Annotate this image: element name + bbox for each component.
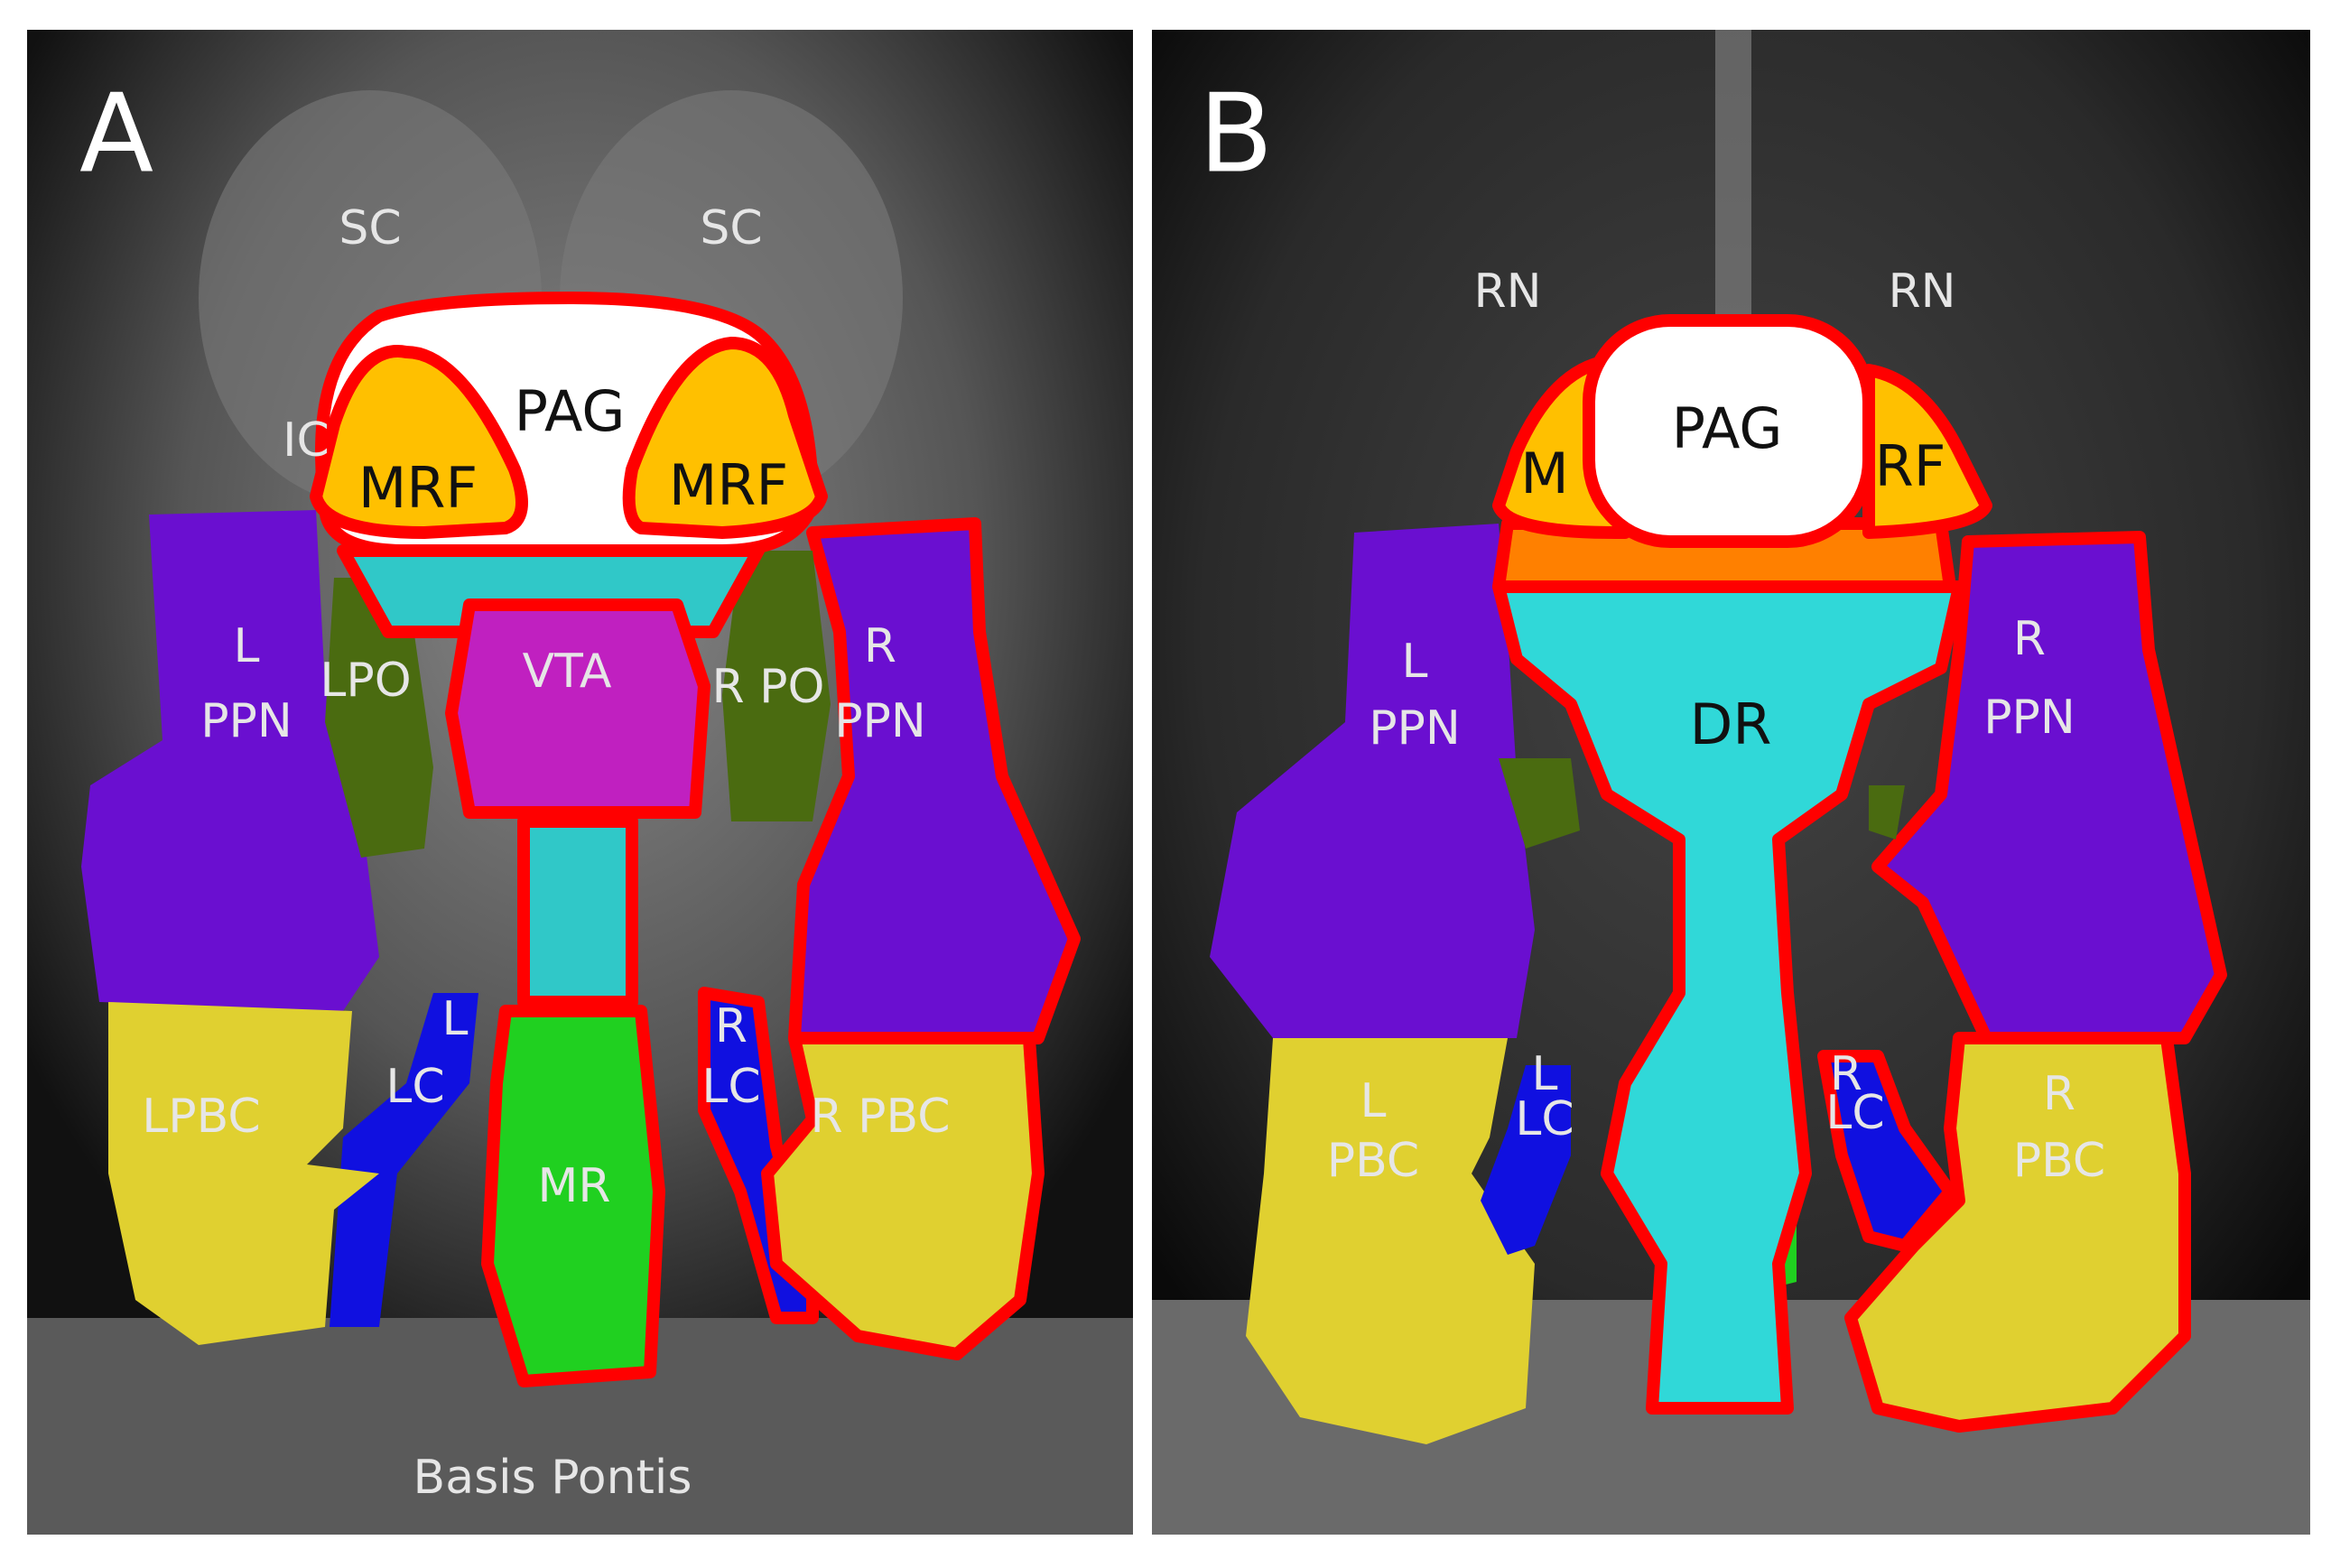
rpbc-shape <box>761 1032 1045 1360</box>
l-lc-shape-b <box>1481 1065 1571 1255</box>
lpo-label: LPO <box>320 654 411 708</box>
l-ppn-shape-b <box>1210 524 1535 1038</box>
lpbc-shape <box>108 1002 379 1345</box>
r-ppn-label-b-2: PPN <box>1983 691 2075 745</box>
panel-a-letter: A <box>79 72 153 198</box>
mrf-right-shape <box>622 337 828 539</box>
l-lc-label-b-2: LC <box>1515 1092 1574 1146</box>
r-pbc-label-b-2: PBC <box>2013 1134 2105 1188</box>
l-ppn-label-2: PPN <box>200 694 292 748</box>
mrf-left-shape <box>310 345 528 539</box>
mrf-left-label: MRF <box>358 455 478 521</box>
po-right-shape-b <box>1869 785 1905 840</box>
r-lc-shape-b <box>1817 1050 1956 1252</box>
l-ppn-shape <box>81 510 379 1011</box>
l-pbc-shape-b <box>1246 1038 1535 1444</box>
l-pbc-label-b-1: L <box>1360 1074 1387 1128</box>
l-lc-label-b-1: L <box>1532 1047 1558 1101</box>
r-lc-label-1: R <box>715 999 748 1053</box>
raphe-column-a <box>517 815 638 1008</box>
ic-label: IC <box>283 413 330 468</box>
sc-right-label: SC <box>700 201 762 255</box>
mrf-right-shape-b <box>1862 364 1992 539</box>
mr-shape <box>481 1005 665 1387</box>
r-lc-label-b-1: R <box>1830 1047 1862 1101</box>
r-lc-label-2: LC <box>701 1060 760 1114</box>
mr-label: MR <box>538 1159 611 1213</box>
rpo-label: R PO <box>712 660 825 714</box>
r-ppn-label-b-1: R <box>2013 612 2046 666</box>
r-ppn-label-2: PPN <box>834 694 926 748</box>
pag-label-a: PAG <box>515 378 626 444</box>
po-left-shape-b <box>1499 758 1580 849</box>
vta-label: VTA <box>523 645 612 699</box>
lpbc-label: LPBC <box>142 1090 260 1144</box>
l-ppn-label-1: L <box>234 619 260 673</box>
panel-b: B RN RN PAG M RF L PPN DR R PPN L LC R L… <box>1152 30 2310 1535</box>
panel-a: A SC SC IC PAG MRF MRF L PPN LPO VTA R P… <box>27 30 1133 1535</box>
dr-label: DR <box>1690 691 1772 757</box>
lpo-shape <box>325 578 433 858</box>
l-lc-label-2: LC <box>385 1060 444 1114</box>
l-ppn-label-b-2: PPN <box>1369 701 1461 756</box>
rpo-shape <box>722 551 831 821</box>
vta-shape <box>445 598 710 819</box>
rn-right-label: RN <box>1888 264 1955 319</box>
sc-left-label: SC <box>339 201 401 255</box>
rpbc-label: R PBC <box>810 1090 950 1144</box>
l-lc-shape <box>330 993 478 1327</box>
mrf-right-partial-label: RF <box>1875 433 1946 499</box>
l-ppn-label-b-1: L <box>1402 635 1428 689</box>
pag-shape-b <box>1583 314 1875 548</box>
rn-left-label: RN <box>1473 264 1541 319</box>
r-ppn-label-1: R <box>864 619 896 673</box>
basis-pontis-label: Basis Pontis <box>413 1451 692 1505</box>
r-lc-label-b-2: LC <box>1825 1086 1884 1140</box>
mrf-left-partial-label: M <box>1520 441 1569 506</box>
dr-shape <box>1492 580 1965 1415</box>
r-ppn-shape <box>788 517 1081 1044</box>
pag-label-b: PAG <box>1672 395 1783 461</box>
panel-b-letter: B <box>1199 72 1273 198</box>
mrf-right-label: MRF <box>669 452 788 518</box>
midline-b <box>1715 30 1751 319</box>
l-pbc-label-b-2: PBC <box>1327 1134 1419 1188</box>
r-pbc-shape-b <box>1844 1032 2191 1433</box>
r-pbc-label-b-1: R <box>2043 1067 2075 1121</box>
l-lc-label-1: L <box>442 992 469 1046</box>
